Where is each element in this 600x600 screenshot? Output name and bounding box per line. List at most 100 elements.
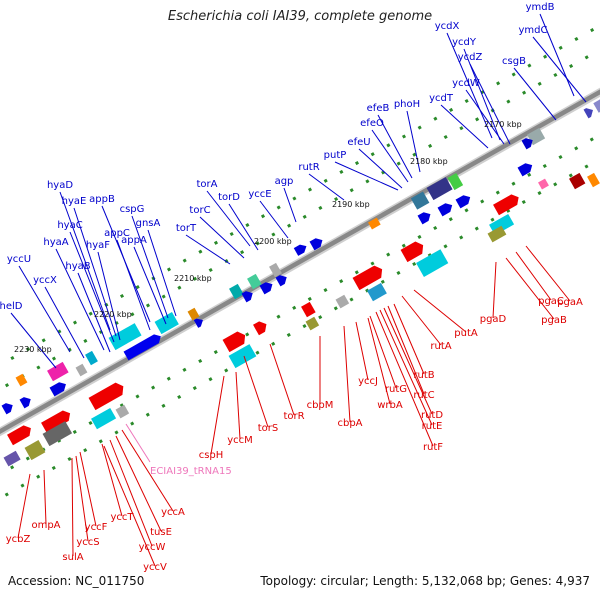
gene-label-csgB-leader (513, 67, 557, 121)
track-dot (527, 172, 532, 177)
track-dot (412, 261, 417, 267)
gene-arrow (583, 108, 593, 119)
gene-label-rutC: rutC (413, 390, 434, 401)
gene-block (247, 273, 262, 290)
gene-label-rutA: rutA (430, 341, 451, 352)
gene-label-yccA-leader (121, 429, 174, 512)
gene-label-hyaB-leader (77, 272, 111, 353)
gene-arrow (352, 265, 383, 291)
gene-label-phoH-leader (406, 110, 421, 173)
gene-label-torA-leader (206, 190, 251, 247)
gene-label-yccA: yccA (161, 507, 185, 518)
gene-label-cspH-leader (210, 375, 225, 455)
track-dot (318, 205, 323, 210)
gene-label-torS-leader (243, 355, 269, 428)
track-dot (417, 234, 422, 239)
gene-block (367, 282, 387, 302)
track-dot (213, 350, 218, 355)
gene-arrow (493, 194, 519, 216)
gene-label-rutR-leader (308, 173, 345, 201)
gene-label-appC: appC (104, 228, 130, 239)
gene-block (587, 172, 600, 188)
gene-label-yccE: yccE (248, 189, 271, 200)
gene-label-pgaC: pgaC (538, 296, 564, 307)
track-dot (130, 312, 135, 317)
track-dot (192, 386, 197, 391)
track-dot (318, 315, 323, 320)
gene-block (538, 178, 549, 190)
track-dot (88, 420, 93, 426)
track-dot (558, 155, 563, 160)
gene-label-yccT: yccT (110, 512, 134, 523)
track-dot (41, 338, 46, 343)
gene-block (301, 301, 316, 318)
gene-label-rutG-leader (369, 315, 397, 389)
gene-block (47, 361, 69, 382)
gene-arrow (437, 203, 453, 217)
gene-label-torT: torT (176, 223, 197, 234)
gene-label-ycdT-leader (440, 104, 489, 149)
gene-block (229, 283, 244, 300)
backbone-edge (0, 94, 600, 437)
track-dot (51, 356, 57, 361)
gene-label-rutG: rutG (385, 384, 407, 395)
gene-block (187, 307, 200, 321)
gene-label-ycdW: ycdW (452, 78, 480, 89)
gene-label-putP-leader (334, 161, 399, 191)
gene-label-yccJ-leader (355, 321, 369, 381)
gene-label-hyaA-leader (55, 248, 105, 351)
gene-block (305, 316, 320, 331)
gene-label-yccV-leader (103, 445, 156, 567)
track-dot (182, 367, 187, 372)
track-dot (213, 240, 219, 245)
track-dot (370, 261, 375, 266)
gene-label-yccF: yccF (85, 522, 108, 533)
track-dot (527, 63, 532, 68)
gene-arrow (88, 382, 124, 411)
track-dot (464, 208, 469, 213)
track-dot (349, 297, 354, 302)
track-dot (307, 296, 312, 301)
gene-label-putA: putA (454, 328, 478, 339)
gene-label-torS: torS (258, 423, 279, 434)
gene-label-torR-leader (269, 343, 295, 416)
track-dot (433, 225, 438, 231)
track-dot (271, 232, 276, 237)
gene-block (154, 312, 179, 335)
gene-label-efeB: efeB (367, 103, 390, 114)
track-dot (323, 288, 328, 293)
track-dot (292, 196, 297, 201)
gene-label-hyaD-leader (59, 191, 111, 331)
gene-label-torC: torC (189, 205, 210, 216)
gene-block (416, 249, 449, 277)
track-dot (198, 249, 203, 254)
gene-label-appA-leader (133, 246, 167, 325)
track-dot (386, 252, 391, 257)
track-dot (177, 285, 182, 290)
track-dot (25, 347, 31, 352)
gene-label-torD: torD (218, 192, 240, 203)
track-dot (589, 137, 594, 142)
gene-label-rutR: rutR (298, 162, 319, 173)
gene-block (75, 363, 88, 377)
track-dot (537, 81, 542, 86)
gene-arrow (309, 238, 323, 251)
track-dot (449, 107, 454, 112)
track-dot (574, 146, 579, 151)
gene-label-ymdC-leader (532, 36, 587, 103)
gene-block (447, 172, 464, 191)
gene-label-pgaC-leader (515, 251, 552, 301)
kbp-label: 2220 kbp (94, 310, 132, 319)
gene-block (15, 373, 28, 387)
track-dot (119, 293, 125, 299)
gene-block (569, 172, 586, 190)
gene-label-agp-leader (283, 187, 297, 223)
track-dot (333, 306, 338, 311)
gene-label-rutC-leader (387, 305, 425, 395)
track-dot (255, 241, 260, 246)
gene-label-pgaB-leader (505, 257, 555, 320)
track-dot (135, 394, 140, 399)
gene-label-hyaB: hyaB (65, 261, 90, 272)
accession-text: Accession: NC_011750 (8, 574, 145, 588)
track-dot (177, 394, 182, 400)
